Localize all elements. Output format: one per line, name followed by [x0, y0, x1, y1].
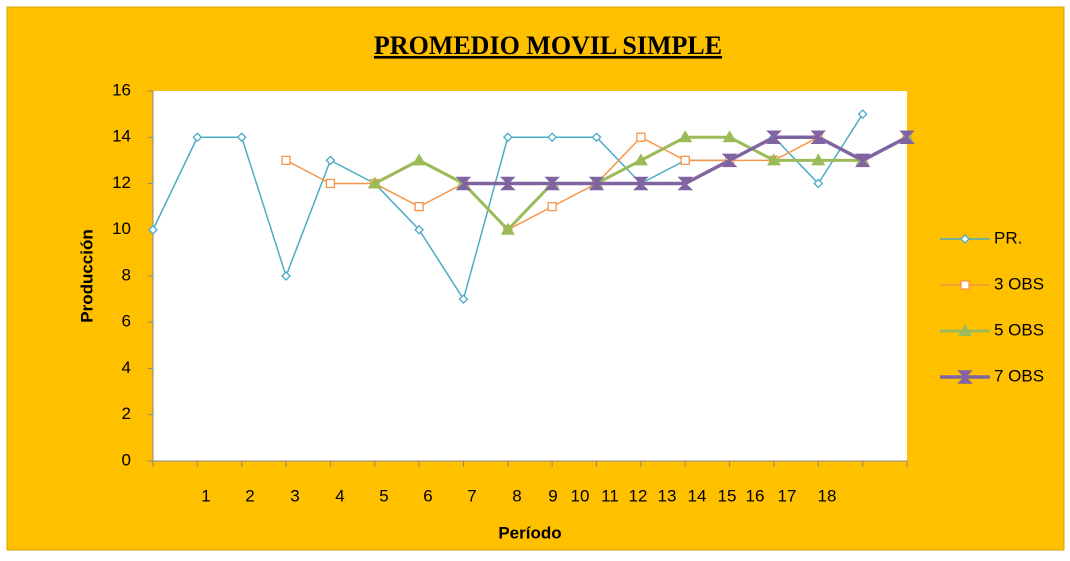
x-tick-label: 11	[601, 486, 619, 505]
point	[899, 130, 915, 144]
point	[458, 294, 469, 305]
y-tick-label: 0	[122, 450, 131, 469]
point	[766, 130, 782, 144]
point	[636, 132, 646, 142]
legend-label: 5 OBS	[994, 320, 1044, 339]
point	[367, 176, 382, 189]
legend-label: 7 OBS	[994, 366, 1044, 385]
x-tick-label: 2	[245, 486, 254, 505]
y-tick-label: 4	[122, 358, 131, 377]
x-tick-label: 14	[688, 486, 707, 505]
y-tick-label: 12	[112, 173, 131, 192]
point	[678, 130, 693, 143]
point	[455, 176, 472, 191]
plot-area	[153, 91, 907, 461]
point	[414, 201, 424, 212]
point	[502, 132, 513, 143]
point	[281, 271, 291, 281]
x-tick-label: 3	[290, 486, 299, 505]
legend-marker	[960, 234, 970, 244]
x-tick-label: 15	[718, 486, 737, 505]
point	[854, 153, 871, 168]
x-tick-label: 7	[467, 486, 476, 505]
x-axis-title: Período	[498, 523, 561, 542]
legend-marker	[957, 370, 973, 384]
point	[766, 153, 781, 166]
point	[547, 201, 557, 212]
y-tick-label: 2	[122, 404, 131, 423]
point	[412, 153, 427, 166]
point	[677, 176, 694, 191]
y-tick-label: 16	[112, 80, 131, 99]
x-tick-label: 17	[778, 486, 797, 505]
legend-label: PR.	[994, 228, 1022, 247]
point	[633, 176, 649, 191]
x-tick-label: 8	[512, 486, 521, 505]
point	[325, 178, 336, 189]
point	[813, 178, 824, 189]
point	[857, 109, 868, 120]
y-tick-label: 14	[112, 127, 131, 146]
chart-title: PROMEDIO MOVIL SIMPLE	[374, 31, 722, 60]
point	[722, 130, 737, 143]
point	[236, 132, 247, 143]
point	[192, 132, 203, 143]
point	[721, 153, 738, 168]
y-tick-label: 10	[112, 219, 131, 238]
x-tick-label: 12	[629, 486, 648, 505]
point	[588, 176, 605, 191]
point	[591, 132, 602, 143]
x-tick-label: 6	[423, 486, 432, 505]
point	[810, 130, 827, 144]
point	[680, 155, 690, 166]
point	[633, 153, 648, 166]
x-tick-label: 9	[548, 486, 557, 505]
x-tick-label: 10	[571, 486, 590, 505]
x-tick-label: 1	[201, 486, 210, 505]
y-tick-label: 8	[122, 265, 131, 284]
point	[281, 155, 291, 166]
point	[500, 176, 516, 191]
legend-marker	[960, 280, 970, 290]
point	[148, 224, 158, 235]
point	[325, 155, 336, 166]
point	[500, 222, 515, 235]
point	[811, 153, 826, 166]
point	[544, 176, 560, 191]
legend-marker	[958, 324, 972, 336]
x-tick-label: 18	[818, 486, 837, 505]
x-tick-label: 4	[335, 486, 344, 505]
point	[547, 132, 558, 143]
x-tick-label: 16	[746, 486, 765, 505]
x-tick-label: 5	[379, 486, 388, 505]
legend-label: 3 OBS	[994, 274, 1044, 293]
y-tick-label: 6	[122, 312, 131, 331]
y-axis-title: Producción	[77, 229, 96, 323]
x-tick-label: 13	[658, 486, 677, 505]
point	[414, 224, 425, 235]
